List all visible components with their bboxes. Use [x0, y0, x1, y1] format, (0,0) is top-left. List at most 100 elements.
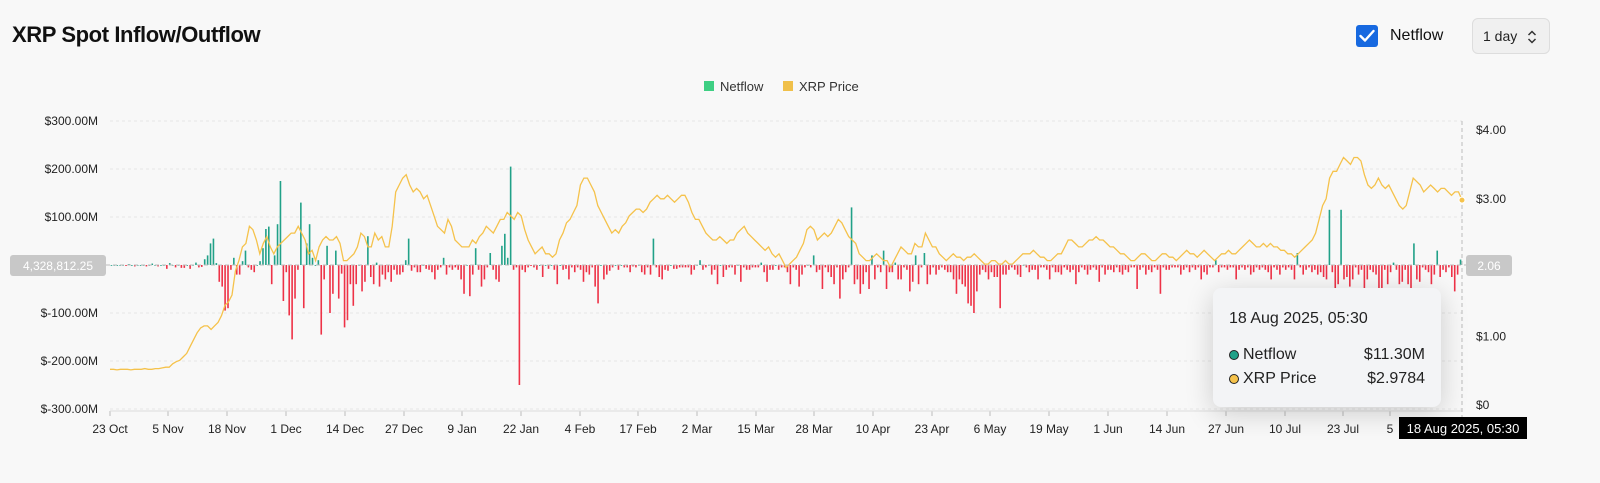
legend-price-label[interactable]: XRP Price — [799, 79, 859, 94]
netflow-bar — [585, 265, 588, 273]
netflow-bar — [789, 265, 792, 285]
netflow-bar — [565, 265, 567, 269]
netflow-bar — [681, 265, 684, 268]
netflow-bar — [1115, 265, 1118, 268]
netflow-bar — [329, 265, 331, 313]
netflow-bar — [1267, 265, 1270, 273]
netflow-bar — [775, 265, 777, 266]
netflow-bar — [337, 265, 340, 299]
netflow-bar — [326, 245, 328, 265]
netflow-bar — [1331, 265, 1334, 273]
netflow-bar — [865, 265, 867, 273]
netflow-bar — [1369, 265, 1372, 270]
netflow-bar — [471, 265, 474, 275]
y-left-tick-label: $-300.00M — [41, 402, 98, 416]
netflow-bar — [909, 265, 911, 292]
netflow-bar — [501, 245, 503, 265]
netflow-bar — [713, 265, 716, 270]
netflow-bar — [544, 265, 547, 266]
netflow-bar — [1337, 265, 1339, 285]
netflow-bar — [967, 265, 969, 304]
netflow-bar — [1293, 265, 1296, 280]
netflow-bar — [678, 265, 681, 268]
netflow-bar — [1308, 265, 1310, 268]
netflow-bar — [987, 265, 990, 280]
netflow-bar — [530, 265, 532, 266]
netflow-bar — [1360, 265, 1363, 270]
netflow-bar — [1255, 265, 1258, 268]
netflow-bar — [1436, 250, 1439, 265]
netflow-bar — [288, 265, 290, 316]
netflow-bar — [416, 265, 419, 273]
netflow-bar — [716, 265, 719, 285]
netflow-bar — [690, 265, 693, 275]
netflow-bar — [533, 265, 535, 268]
netflow-bar — [404, 260, 407, 265]
netflow-bar — [620, 265, 623, 266]
netflow-bar — [938, 265, 940, 270]
netflow-bar — [1171, 265, 1173, 268]
netflow-bar — [926, 265, 929, 285]
netflow-bar — [160, 265, 162, 266]
x-tick-label: 23 Apr — [915, 422, 950, 436]
netflow-bar — [1401, 265, 1404, 282]
netflow-bar — [1095, 265, 1098, 270]
netflow-bar — [410, 265, 413, 271]
netflow-bar — [390, 265, 392, 282]
netflow-bar — [1089, 265, 1092, 270]
netflow-bar — [1147, 265, 1150, 270]
netflow-bar — [367, 236, 369, 265]
netflow-toggle-label[interactable]: Netflow — [1390, 27, 1444, 44]
netflow-bar — [591, 265, 594, 268]
netflow-bar — [827, 265, 830, 273]
netflow-bar — [1182, 265, 1185, 270]
interval-select[interactable]: 1 day — [1472, 18, 1550, 54]
netflow-bar — [842, 265, 844, 280]
netflow-bar — [425, 265, 427, 269]
netflow-bar — [262, 248, 264, 265]
netflow-bar — [340, 265, 343, 274]
netflow-bar — [1258, 265, 1261, 270]
x-tick-label: 4 Feb — [565, 422, 596, 436]
netflow-bar — [1037, 265, 1039, 280]
netflow-bar — [1080, 265, 1083, 268]
netflow-bar — [495, 265, 497, 280]
crosshair-left-badge-bg — [10, 255, 106, 276]
netflow-bar — [221, 265, 223, 287]
netflow-bar — [993, 265, 996, 277]
netflow-bar — [332, 265, 334, 294]
netflow-bar — [879, 265, 882, 273]
netflow-bar — [174, 265, 177, 268]
netflow-bar — [1045, 265, 1048, 270]
netflow-bar — [521, 265, 524, 270]
netflow-bar — [923, 253, 926, 265]
netflow-bar — [763, 265, 765, 273]
netflow-bar — [693, 265, 696, 270]
netflow-bar — [603, 265, 605, 280]
netflow-bar — [1130, 265, 1133, 268]
netflow-bar — [1314, 265, 1316, 270]
netflow-bar — [1392, 262, 1395, 265]
netflow-bar — [999, 265, 1001, 309]
netflow-bar — [1351, 265, 1354, 280]
netflow-bar — [952, 265, 955, 280]
netflow-bar — [675, 265, 678, 269]
legend-netflow-label[interactable]: Netflow — [720, 79, 764, 94]
netflow-bar — [850, 207, 853, 265]
y-right-tick-label: $3.00 — [1476, 192, 1506, 206]
netflow-bar — [990, 265, 993, 273]
netflow-bar — [1252, 265, 1255, 273]
netflow-bar — [1223, 265, 1226, 268]
netflow-bar — [885, 265, 888, 289]
netflow-bar — [1357, 265, 1360, 275]
netflow-bar — [375, 262, 378, 265]
netflow-checkbox[interactable] — [1356, 25, 1378, 47]
netflow-bar — [1445, 265, 1447, 273]
netflow-bar — [1433, 265, 1436, 275]
netflow-bar — [812, 255, 815, 265]
netflow-bar — [894, 262, 897, 265]
netflow-bar — [230, 265, 232, 270]
netflow-bar — [1421, 265, 1424, 268]
netflow-bar — [882, 250, 885, 265]
netflow-bar — [1287, 265, 1290, 268]
